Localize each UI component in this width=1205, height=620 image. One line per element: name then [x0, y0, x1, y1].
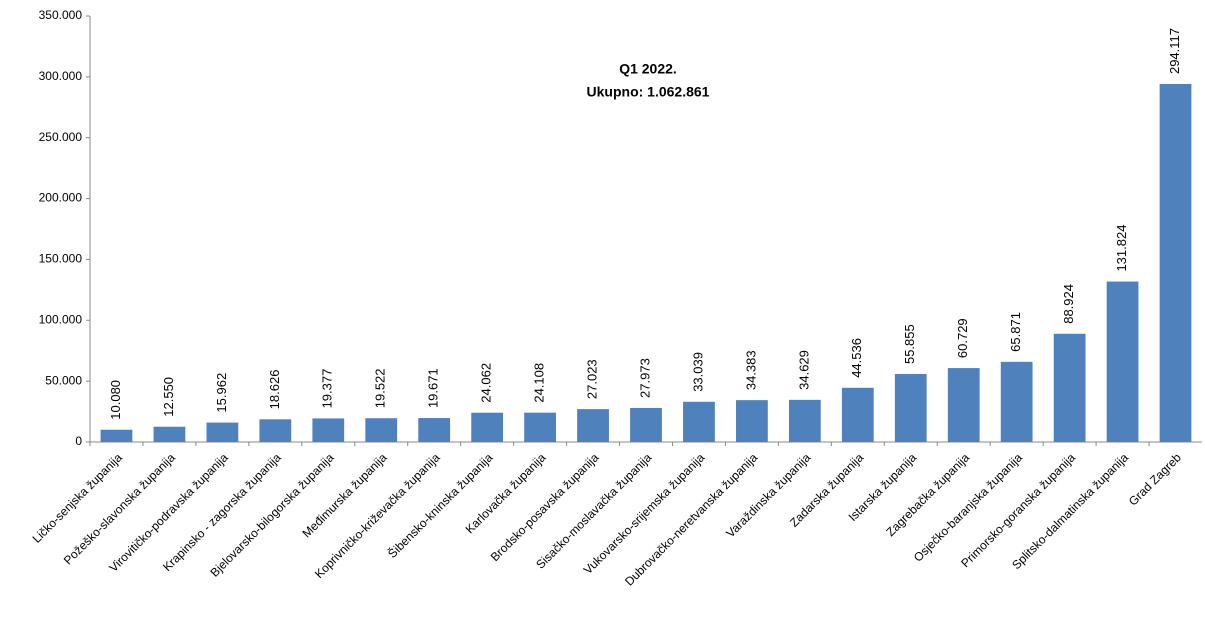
y-tick-label: 250.000	[39, 130, 83, 144]
value-label: 34.629	[796, 350, 811, 390]
value-label: 12.550	[161, 377, 176, 417]
x-tick-label: Požeško-slavonska županija	[61, 450, 178, 567]
bar	[259, 419, 292, 442]
value-label: 27.973	[637, 358, 652, 398]
bar	[1000, 361, 1033, 442]
bar	[312, 418, 345, 442]
value-label: 44.536	[849, 338, 864, 378]
value-label: 55.855	[902, 324, 917, 364]
bar	[894, 374, 927, 442]
value-label: 33.039	[690, 352, 705, 392]
bar	[524, 412, 556, 442]
y-tick-label: 0	[75, 434, 82, 448]
value-label: 60.729	[955, 318, 970, 358]
value-label: 10.080	[108, 380, 123, 420]
value-label: 65.871	[1008, 312, 1023, 352]
y-tick-label: 200.000	[39, 191, 83, 205]
value-label: 294.117	[1167, 28, 1182, 74]
bar	[153, 426, 186, 442]
chart-title: Q1 2022.	[619, 61, 677, 77]
chart-subtitle: Ukupno: 1.062.861	[587, 84, 710, 100]
value-label: 24.062	[479, 363, 494, 403]
x-tick-label: Grad Zagreb	[1126, 450, 1184, 508]
y-tick-label: 350.000	[39, 8, 83, 22]
value-label: 88.924	[1061, 284, 1076, 324]
bar	[736, 400, 768, 442]
bar	[947, 368, 980, 442]
x-tick-label: Brodsko-posavska županija	[488, 450, 602, 564]
y-tick-label: 300.000	[39, 69, 83, 83]
bar	[1053, 333, 1086, 442]
x-tick-label: Ličko-senjska županija	[30, 450, 126, 546]
bar	[1159, 84, 1192, 443]
value-label: 19.522	[373, 368, 388, 408]
y-tick-label: 100.000	[39, 312, 83, 326]
value-label: 19.377	[320, 369, 335, 409]
bar	[365, 418, 398, 442]
value-label: 19.671	[426, 368, 441, 408]
bar	[841, 387, 874, 442]
value-label: 24.108	[532, 363, 547, 403]
bar	[577, 409, 609, 442]
y-tick-label: 50.000	[45, 373, 82, 387]
bar	[100, 429, 133, 442]
value-label: 18.626	[267, 370, 282, 410]
value-label: 15.962	[214, 373, 229, 413]
x-tick-label: Osječko-baranjska županija	[911, 450, 1025, 564]
value-label: 27.023	[584, 359, 599, 399]
bar	[630, 407, 662, 442]
bar	[788, 399, 821, 442]
x-tick-label: Šibensko-kninska županija	[384, 450, 495, 561]
bar	[418, 418, 451, 442]
y-tick-label: 150.000	[39, 252, 83, 266]
bar	[206, 422, 239, 442]
bar	[683, 401, 715, 442]
value-label: 131.824	[1114, 225, 1129, 272]
value-label: 34.383	[743, 350, 758, 390]
x-tick-label: Splitsko-dalmatinska županija	[1009, 450, 1131, 572]
bar	[471, 412, 504, 442]
bar	[1106, 281, 1139, 442]
